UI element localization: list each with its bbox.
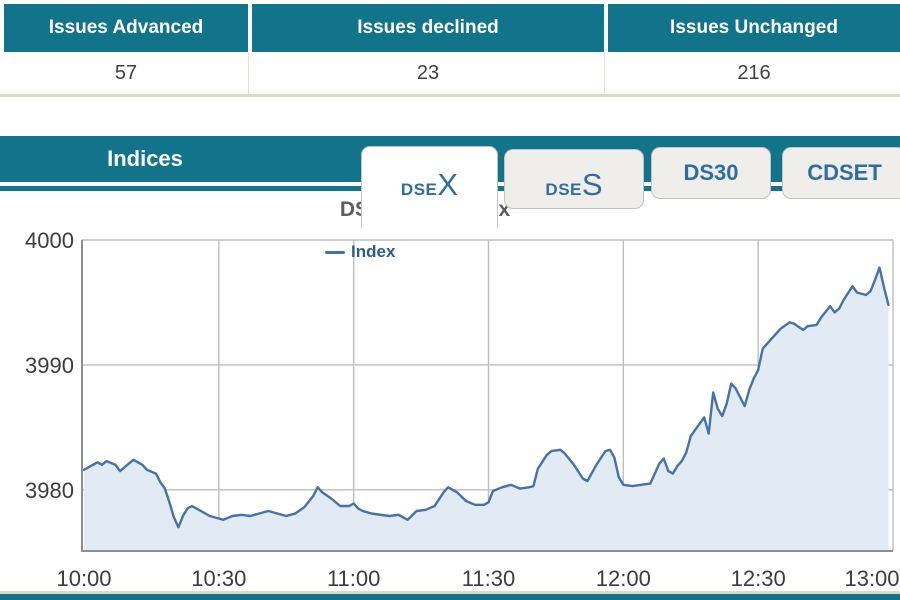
- issues-unchanged-value: 216: [608, 52, 900, 94]
- legend-label: Index: [351, 242, 396, 261]
- index-line: [82, 266, 890, 529]
- tab-dsex[interactable]: DSE X: [361, 146, 498, 228]
- tab-ds30[interactable]: DS30: [651, 147, 771, 199]
- tab-dses-label: DSE S: [545, 167, 603, 202]
- index-area-fill: [84, 267, 889, 551]
- index-area-chart: 4000 3990 3980 10:00 10:30 11:00 11:30 12:00 12:…: [25, 230, 899, 590]
- tab-dses[interactable]: DSE S: [504, 149, 644, 209]
- issues-unchanged-header: Issues Unchanged: [608, 4, 900, 52]
- indices-title: Indices: [107, 146, 183, 171]
- x-tick-label: 13:00: [844, 566, 899, 590]
- x-tick-label: 11:30: [462, 566, 515, 590]
- y-tick-label: 3980: [25, 478, 74, 503]
- issues-advanced-header: Issues Advanced: [4, 4, 248, 52]
- tab-cdset[interactable]: CDSET: [782, 147, 900, 199]
- y-tick-label: 4000: [25, 230, 74, 253]
- x-tick-label: 11:00: [327, 566, 380, 590]
- legend-item-index[interactable]: Index: [325, 242, 395, 262]
- legend-dash-icon: [325, 250, 345, 254]
- x-tick-label: 12:30: [731, 566, 786, 590]
- tab-dsex-label: DSE X: [400, 167, 459, 202]
- x-tick-label: 10:30: [191, 566, 246, 590]
- x-tick-label: 12:00: [596, 566, 651, 590]
- y-tick-label: 3990: [25, 353, 74, 378]
- tab-ds30-label: DS30: [683, 160, 739, 185]
- x-tick-label: 10:00: [56, 566, 111, 590]
- issues-advanced-value: 57: [4, 52, 249, 94]
- tab-cdset-label: CDSET: [807, 160, 882, 185]
- table-divider: [0, 94, 900, 97]
- issues-declined-value: 23: [252, 52, 605, 94]
- bottom-divider: [0, 591, 900, 594]
- issues-declined-header: Issues declined: [252, 4, 604, 52]
- bottom-teal-strip: [0, 594, 900, 600]
